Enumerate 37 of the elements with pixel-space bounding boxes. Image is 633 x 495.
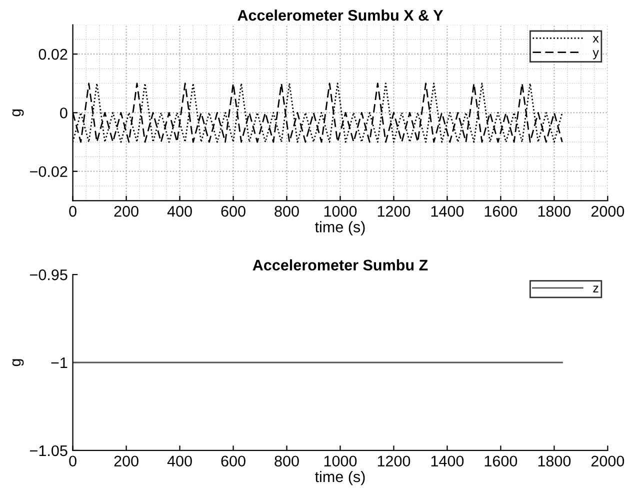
x-tick-label: 1000 xyxy=(324,456,357,467)
y-tick-label: 0.02 xyxy=(38,48,68,60)
x-tick-label: 2000 xyxy=(591,206,624,217)
x-tick-label: 1800 xyxy=(538,206,571,217)
x-tick-label: 800 xyxy=(274,456,299,467)
y-tick-label: 0 xyxy=(60,108,68,118)
x-tick-label: 1600 xyxy=(484,456,518,467)
y-axis-title: g xyxy=(12,109,24,116)
x-tick-label: 1200 xyxy=(378,456,410,467)
x-tick-label: 1800 xyxy=(538,456,571,467)
legend-label: y xyxy=(592,50,599,60)
x-tick-label: 600 xyxy=(221,456,246,467)
y-axis-title: g xyxy=(12,359,24,366)
x-tick-label: 1400 xyxy=(431,206,464,217)
x-axis-title: time (s) xyxy=(315,221,365,236)
x-tick-label: 600 xyxy=(221,206,246,217)
x-tick-label: 2000 xyxy=(591,456,624,467)
x-tick-label: 1200 xyxy=(378,206,410,217)
y-tick-label: −0.02 xyxy=(30,166,68,178)
x-tick-label: 200 xyxy=(114,456,138,467)
x-tick-label: 800 xyxy=(274,206,299,217)
legend-label: x xyxy=(592,36,599,43)
chart-title: Accelerometer Sumbu X & Y xyxy=(238,10,444,21)
x-tick-label: 400 xyxy=(167,206,192,217)
x-tick-label: 0 xyxy=(69,456,76,467)
x-tick-label: 0 xyxy=(69,206,76,217)
x-tick-label: 200 xyxy=(114,206,138,217)
x-tick-label: 400 xyxy=(167,456,192,467)
chart-title: Accelerometer Sumbu Z xyxy=(252,259,428,271)
y-tick-label: −0.95 xyxy=(30,269,68,280)
x-tick-label: 1000 xyxy=(324,206,357,217)
y-tick-label: −1 xyxy=(51,358,68,368)
x-tick-label: 1600 xyxy=(484,206,518,217)
y-tick-label: −1.05 xyxy=(30,445,68,456)
x-tick-label: 1400 xyxy=(431,456,464,467)
x-axis-title: time (s) xyxy=(315,470,365,486)
legend-label: z xyxy=(593,286,598,292)
